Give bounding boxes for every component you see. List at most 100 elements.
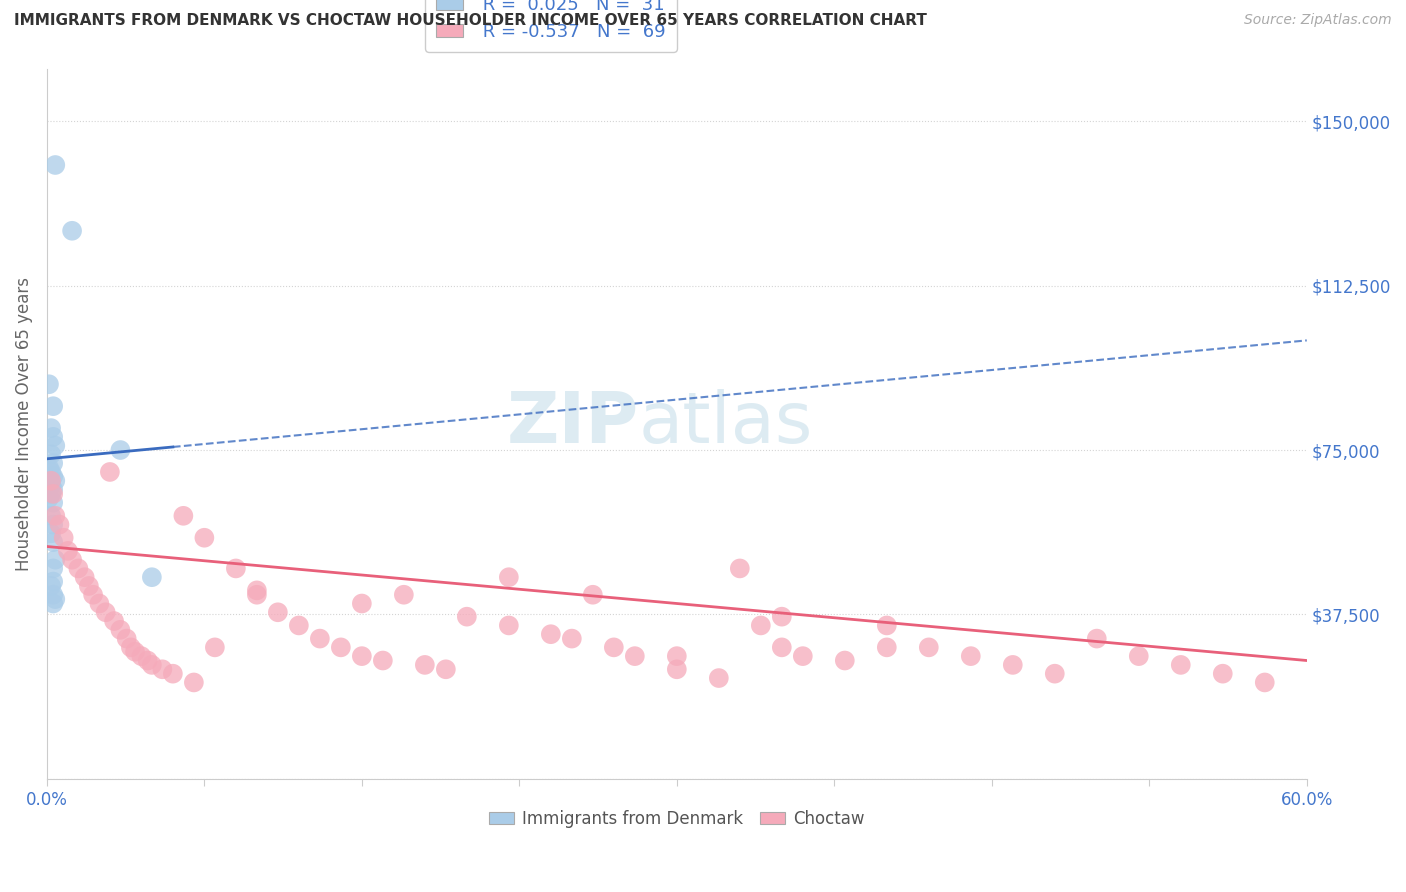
Point: [67, 561, 90, 575]
Point: [834, 653, 856, 667]
Point: [792, 649, 814, 664]
Point: [42, 399, 65, 413]
Text: Source: ZipAtlas.com: Source: ZipAtlas.com: [1244, 13, 1392, 28]
Point: [728, 561, 751, 575]
Point: [73, 570, 96, 584]
Point: [267, 605, 290, 619]
Point: [561, 632, 583, 646]
Point: [1043, 666, 1066, 681]
Point: [110, 443, 132, 458]
Point: [48, 517, 70, 532]
Point: [371, 653, 394, 667]
Point: [42, 588, 65, 602]
Point: [56, 544, 79, 558]
Y-axis label: Householder Income Over 65 years: Householder Income Over 65 years: [15, 277, 32, 571]
Point: [39, 447, 62, 461]
Point: [42, 597, 65, 611]
Point: [42, 487, 65, 501]
Point: [1212, 666, 1234, 681]
Point: [392, 588, 415, 602]
Point: [246, 588, 269, 602]
Point: [42, 456, 65, 470]
Point: [103, 614, 125, 628]
Point: [749, 618, 772, 632]
Text: atlas: atlas: [640, 389, 814, 458]
Point: [770, 640, 793, 655]
Point: [624, 649, 647, 664]
Point: [540, 627, 562, 641]
Point: [60, 224, 83, 238]
Point: [94, 605, 117, 619]
Point: [42, 574, 65, 589]
Point: [38, 491, 60, 506]
Point: [44, 552, 66, 566]
Point: [42, 430, 65, 444]
Point: [1170, 657, 1192, 672]
Point: [329, 640, 352, 655]
Point: [82, 588, 104, 602]
Point: [110, 623, 132, 637]
Point: [39, 474, 62, 488]
Point: [42, 483, 65, 497]
Point: [124, 645, 146, 659]
Point: [39, 421, 62, 435]
Point: [603, 640, 626, 655]
Point: [434, 662, 457, 676]
Point: [665, 649, 688, 664]
Point: [136, 653, 159, 667]
Point: [350, 649, 373, 664]
Point: [98, 465, 121, 479]
Point: [44, 508, 66, 523]
Point: [42, 469, 65, 483]
Point: [582, 588, 605, 602]
Point: [1128, 649, 1150, 664]
Point: [413, 657, 436, 672]
Point: [876, 640, 898, 655]
Point: [141, 657, 163, 672]
Point: [42, 517, 65, 532]
Point: [1254, 675, 1277, 690]
Point: [44, 439, 66, 453]
Point: [350, 597, 373, 611]
Point: [44, 592, 66, 607]
Point: [918, 640, 941, 655]
Point: [39, 508, 62, 523]
Point: [162, 666, 184, 681]
Point: [770, 609, 793, 624]
Text: ZIP: ZIP: [506, 389, 640, 458]
Point: [308, 632, 330, 646]
Point: [246, 583, 269, 598]
Point: [183, 675, 205, 690]
Point: [42, 561, 65, 575]
Point: [498, 618, 520, 632]
Point: [42, 535, 65, 549]
Point: [39, 487, 62, 501]
Point: [150, 662, 173, 676]
Point: [120, 640, 142, 655]
Point: [665, 662, 688, 676]
Point: [172, 508, 194, 523]
Point: [42, 496, 65, 510]
Point: [204, 640, 226, 655]
Point: [77, 579, 100, 593]
Point: [115, 632, 138, 646]
Point: [39, 526, 62, 541]
Point: [131, 649, 153, 664]
Point: [498, 570, 520, 584]
Point: [39, 465, 62, 479]
Point: [288, 618, 311, 632]
Point: [193, 531, 215, 545]
Point: [39, 478, 62, 492]
Point: [225, 561, 247, 575]
Point: [38, 460, 60, 475]
Point: [1085, 632, 1108, 646]
Point: [456, 609, 478, 624]
Point: [89, 597, 111, 611]
Point: [141, 570, 163, 584]
Point: [44, 474, 66, 488]
Text: IMMIGRANTS FROM DENMARK VS CHOCTAW HOUSEHOLDER INCOME OVER 65 YEARS CORRELATION : IMMIGRANTS FROM DENMARK VS CHOCTAW HOUSE…: [14, 13, 927, 29]
Point: [52, 531, 75, 545]
Point: [39, 579, 62, 593]
Point: [60, 552, 83, 566]
Point: [959, 649, 981, 664]
